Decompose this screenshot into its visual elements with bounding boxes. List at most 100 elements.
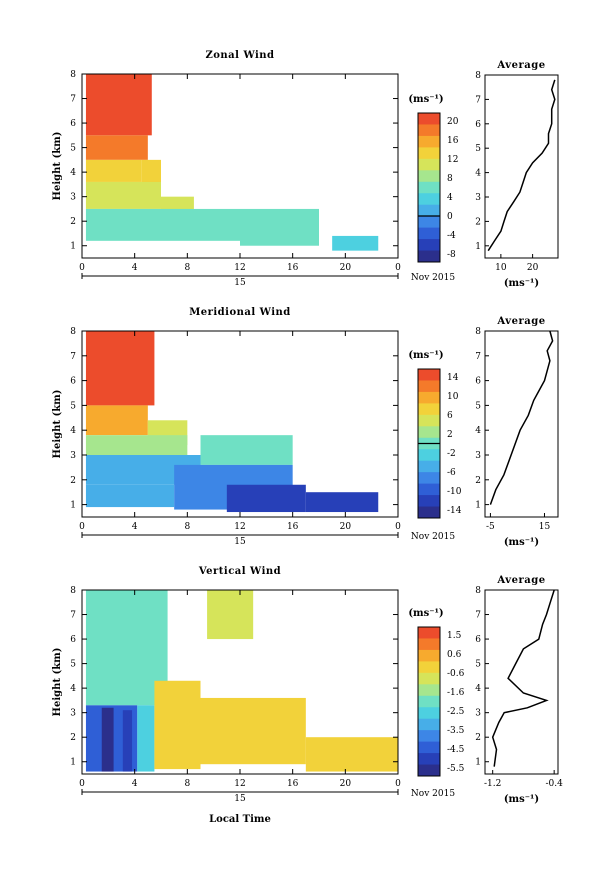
colorbar-tick-label: -4.5	[447, 745, 465, 755]
colorbar-tick-label: 10	[447, 392, 459, 402]
average-frame	[484, 330, 559, 518]
average-y-tick-label: 3	[475, 709, 481, 719]
colorbar-swatch	[418, 158, 440, 171]
month-label: Nov 2015	[411, 789, 455, 799]
heatmap-cell	[200, 435, 293, 465]
x-tick-label: 4	[132, 263, 138, 273]
colorbar-swatch	[418, 472, 440, 485]
heatmap-cells	[85, 331, 379, 513]
average-profile-line	[487, 79, 556, 252]
colorbar-swatch	[418, 649, 440, 662]
heatmap-cell	[122, 710, 133, 772]
colorbar-tick-label: 0.6	[447, 650, 462, 660]
colorbar-unit: (ms⁻¹)	[408, 94, 443, 105]
x-tick-label: 20	[340, 263, 352, 273]
heatmap-cell	[226, 484, 306, 513]
heatmap-cells	[85, 74, 379, 251]
colorbar-swatch	[418, 672, 440, 685]
x-tick-label: 4	[132, 779, 138, 789]
average-y-tick-label: 2	[475, 476, 481, 486]
average-title: Average	[496, 575, 545, 586]
x-tick-label: 8	[184, 263, 190, 273]
y-tick-label: 7	[70, 95, 76, 105]
y-tick-label: 2	[70, 733, 76, 743]
average-y-tick-label: 3	[475, 193, 481, 203]
colorbar-tick-label: 4	[447, 193, 453, 203]
month-label: Nov 2015	[411, 273, 455, 283]
average-y-tick-label: 1	[475, 758, 481, 768]
heatmap-cell	[240, 208, 319, 246]
heatmap-cell	[200, 697, 306, 765]
y-tick-label: 6	[70, 635, 76, 645]
average-x-tick-label: -1.2	[484, 779, 501, 789]
average-y-tick-label: 2	[475, 733, 481, 743]
colorbar-swatch	[418, 506, 440, 519]
average-x-tick-label: 15	[539, 522, 551, 532]
colorbar-swatch	[418, 730, 440, 743]
average-y-tick-label: 7	[475, 611, 481, 621]
average-y-tick-label: 3	[475, 451, 481, 461]
date-label: 15	[234, 278, 246, 288]
colorbar-swatch	[418, 170, 440, 183]
colorbar-tick-label: 2	[447, 430, 453, 440]
average-y-tick-label: 6	[475, 377, 481, 387]
colorbar-swatch	[418, 181, 440, 194]
average-profile: Average 1 2 3 4 5 6 7 8 -5 15(ms⁻¹)	[475, 316, 559, 548]
panel-title: Zonal Wind	[205, 50, 274, 61]
heatmap-cell	[85, 135, 148, 160]
y-tick-label: 1	[70, 501, 76, 511]
colorbar-swatch	[418, 684, 440, 697]
colorbar-swatch	[418, 627, 440, 639]
average-y-tick-label: 6	[475, 635, 481, 645]
colorbar-swatch	[418, 216, 440, 229]
x-tick-label: 16	[287, 779, 299, 789]
heatmap-cell	[85, 159, 142, 182]
y-axis-label: Height (km)	[52, 390, 63, 459]
colorbar-swatch	[418, 661, 440, 674]
y-tick-label: 7	[70, 611, 76, 621]
x-tick-label: 12	[234, 263, 245, 273]
x-tick-label: 0	[79, 522, 85, 532]
heatmap-cell	[207, 590, 254, 640]
heatmap-cell	[154, 680, 201, 770]
heatmap-cell	[305, 492, 379, 513]
colorbar-tick-label: 1.5	[447, 631, 462, 641]
colorbar-swatch	[418, 495, 440, 508]
colorbar-frame	[417, 112, 441, 263]
average-profile-line	[489, 330, 554, 505]
average-frame	[484, 589, 559, 775]
colorbar-tick-label: 0	[447, 212, 453, 222]
y-tick-label: 3	[70, 709, 76, 719]
average-y-tick-label: 4	[475, 426, 481, 436]
colorbar-tick-label: 12	[447, 155, 458, 165]
average-profile-line	[491, 589, 555, 767]
colorbar-swatch	[418, 193, 440, 206]
colorbar-swatch	[418, 403, 440, 416]
average-title: Average	[496, 316, 545, 327]
average-y-tick-label: 1	[475, 501, 481, 511]
heatmap-cell	[305, 737, 398, 772]
colorbar-tick-label: -8	[447, 250, 456, 260]
date-label: 15	[234, 794, 246, 804]
average-x-tick-label: 20	[527, 263, 539, 273]
colorbar-swatch	[418, 250, 440, 263]
heatmap-cell	[137, 705, 155, 772]
panel-title: Vertical Wind	[198, 566, 281, 577]
x-tick-label: 16	[287, 522, 299, 532]
colorbar: (ms⁻¹) 14 10 6 2 -2 -6 -10 -14	[408, 350, 462, 519]
x-tick-label: 8	[184, 522, 190, 532]
x-tick-label: 12	[234, 522, 245, 532]
colorbar-swatch	[418, 483, 440, 496]
date-label: 15	[234, 537, 246, 547]
colorbar: (ms⁻¹) 20 16 12 8 4 0 -4 -8	[408, 94, 459, 263]
y-tick-label: 8	[70, 586, 76, 596]
y-tick-label: 4	[70, 684, 76, 694]
x-tick-label: 16	[287, 263, 299, 273]
colorbar-tick-label: 20	[447, 117, 459, 127]
colorbar-swatch	[418, 124, 440, 137]
average-x-label: (ms⁻¹)	[504, 794, 539, 805]
colorbar-swatch	[418, 227, 440, 240]
heatmap-cell	[85, 331, 155, 406]
